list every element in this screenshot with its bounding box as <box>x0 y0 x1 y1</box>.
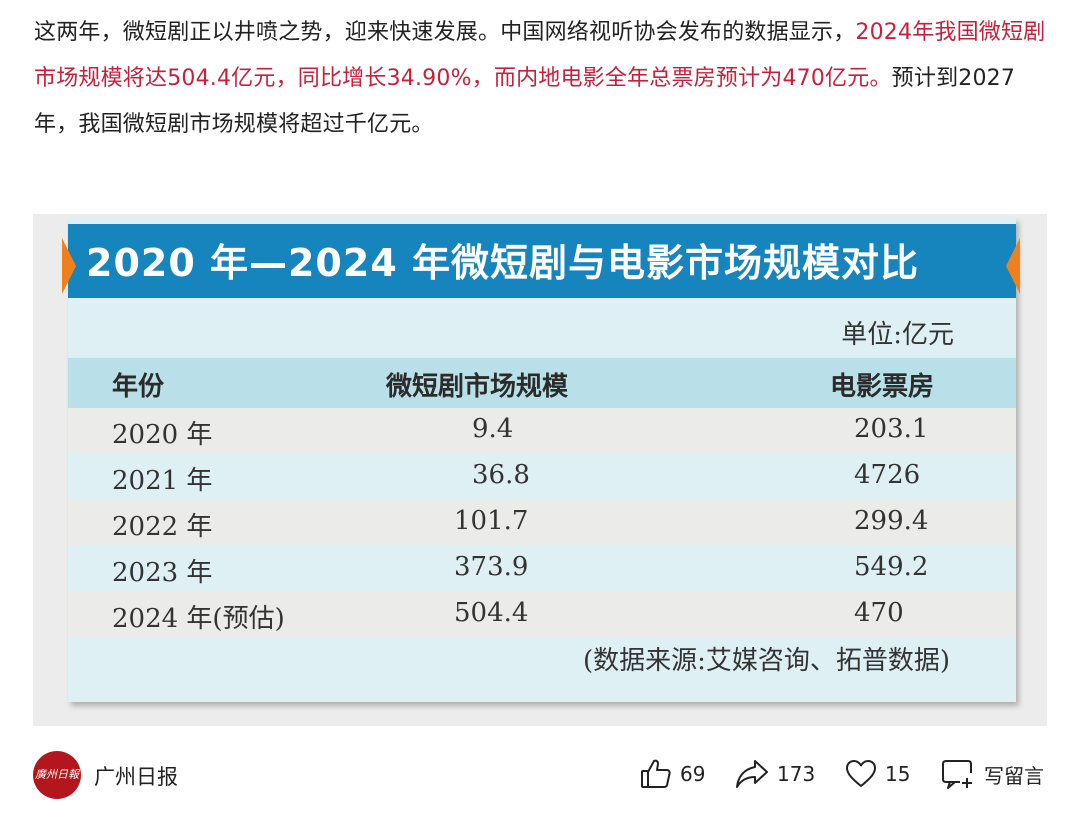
favorite-count: 15 <box>885 762 911 786</box>
cell-year: 2022 年 <box>112 512 213 542</box>
table-header-row: 年份 微短剧市场规模 电影票房 <box>68 358 1016 408</box>
article-paragraph: 这两年，微短剧正以井喷之势，迎来快速发展。中国网络视听协会发布的数据显示，202… <box>34 10 1050 148</box>
comment-icon <box>940 758 976 790</box>
article-text-plain: 这两年，微短剧正以井喷之势，迎来快速发展。中国网络视听协会发布的数据显示， <box>34 20 856 45</box>
comment-label: 写留言 <box>984 763 1044 788</box>
cell-micro-drama: 101.7 <box>454 506 529 536</box>
author-name[interactable]: 广州日报 <box>94 765 178 789</box>
like-count: 69 <box>680 762 706 786</box>
cell-box-office: 470 <box>854 598 904 628</box>
unit-label: 单位:亿元 <box>841 320 954 350</box>
table-row: 2022 年 101.7 299.4 <box>68 500 1016 546</box>
infographic-title: 2020 年—2024 年微短剧与电影市场规模对比 <box>86 241 919 285</box>
thumbs-up-icon <box>640 758 672 790</box>
data-source-note: (数据来源:艾媒咨询、拓普数据) <box>582 646 950 676</box>
share-arrow-icon <box>735 758 769 790</box>
cell-year: 2021 年 <box>112 466 213 496</box>
left-arrow-decoration <box>62 238 76 294</box>
cell-box-office: 299.4 <box>854 506 929 536</box>
header-box-office: 电影票房 <box>830 372 935 402</box>
infographic-image[interactable]: 2020 年—2024 年微短剧与电影市场规模对比 单位:亿元 年份 微短剧市场… <box>33 214 1047 726</box>
share-count: 173 <box>777 762 816 786</box>
cell-micro-drama: 9.4 <box>472 414 514 444</box>
favorite-button[interactable]: 15 <box>845 757 910 791</box>
share-button[interactable]: 173 <box>735 757 815 791</box>
cell-box-office: 4726 <box>854 460 921 490</box>
cell-year: 2023 年 <box>112 558 213 588</box>
cell-micro-drama: 373.9 <box>454 552 529 582</box>
infographic-title-bar: 2020 年—2024 年微短剧与电影市场规模对比 <box>62 224 1020 298</box>
table-row: 2020 年 9.4 203.1 <box>68 408 1016 454</box>
cell-year: 2020 年 <box>112 420 213 450</box>
author-avatar[interactable]: 廣州日報 <box>33 751 81 799</box>
cell-micro-drama: 36.8 <box>472 460 530 490</box>
cell-box-office: 203.1 <box>854 414 929 444</box>
comment-button[interactable]: 写留言 <box>940 757 1044 791</box>
like-button[interactable]: 69 <box>640 757 705 791</box>
header-year: 年份 <box>112 372 165 402</box>
article-footer: 廣州日報 广州日报 69 173 15 <box>0 745 1072 805</box>
infographic-card: 2020 年—2024 年微短剧与电影市场规模对比 单位:亿元 年份 微短剧市场… <box>62 218 1020 702</box>
right-arrow-decoration <box>1006 238 1020 294</box>
cell-box-office: 549.2 <box>854 552 929 582</box>
table-row: 2021 年 36.8 4726 <box>68 454 1016 500</box>
article-text-highlight: 2024年我国微短剧市场规模将达504.4亿元，同比增长34.90%，而内地电影… <box>34 20 1046 91</box>
header-micro-drama: 微短剧市场规模 <box>386 372 569 402</box>
cell-micro-drama: 504.4 <box>454 598 529 628</box>
table-row: 2024 年(预估) 504.4 470 <box>68 592 1016 638</box>
article-text-plain-2: 预计到2027年，我国微短剧市场规模将超过千亿元。 <box>34 66 1016 137</box>
table-row: 2023 年 373.9 549.2 <box>68 546 1016 592</box>
heart-icon <box>845 759 877 789</box>
cell-year: 2024 年(预估) <box>112 604 285 634</box>
